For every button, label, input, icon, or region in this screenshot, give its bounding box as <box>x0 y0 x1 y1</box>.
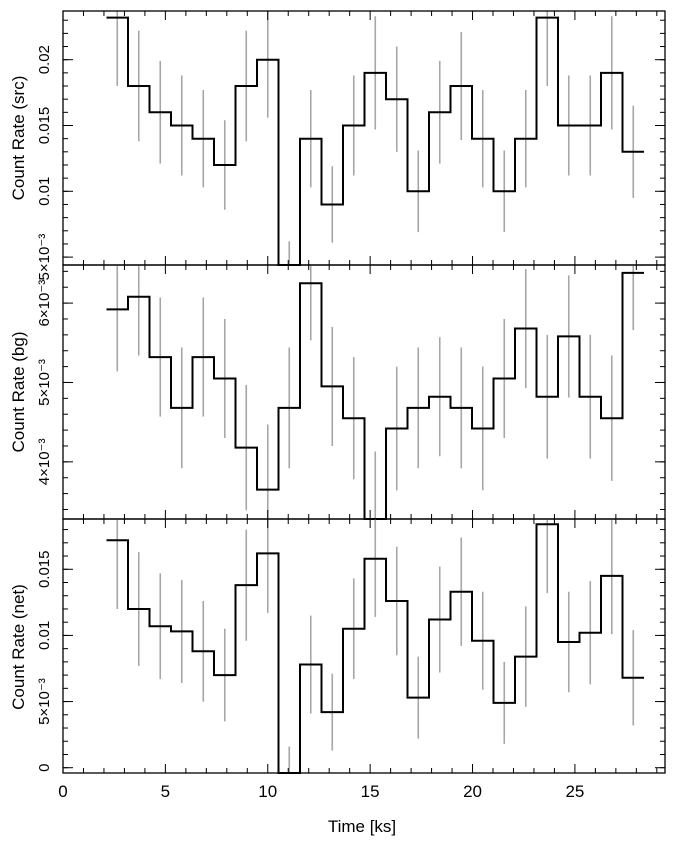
bg-panel: 4×10⁻³ 5×10⁻³ 6×10⁻³ <box>36 264 666 520</box>
x-tick-label: 20 <box>463 782 482 801</box>
x-tick-label: 0 <box>58 782 67 801</box>
y-tick-label: 0.02 <box>36 45 53 74</box>
y-tick-label: 0.01 <box>36 621 53 650</box>
ylabel-src: Count Rate (src) <box>9 76 28 201</box>
src-frame <box>62 10 666 266</box>
src-panel: 5×10⁻³ 0.01 0.015 0.02 <box>36 10 666 281</box>
net-step-line <box>106 523 644 774</box>
ylabel-net: Count Rate (net) <box>9 584 28 710</box>
y-tick-label: 0.015 <box>36 550 53 588</box>
y-tick-label: 4×10⁻³ <box>36 438 53 485</box>
y-tick-label: 6×10⁻³ <box>36 280 53 327</box>
y-tick-label: 0.015 <box>36 107 53 145</box>
x-tick-label: 10 <box>258 782 277 801</box>
net-frame <box>62 518 666 774</box>
net-panel: 0 5×10⁻³ 0.01 0.015 0 5 10 15 20 25 <box>36 518 666 801</box>
x-tick-label: 25 <box>565 782 584 801</box>
xlabel-time: Time [ks] <box>328 817 396 836</box>
y-tick-label: 5×10⁻³ <box>36 678 53 725</box>
src-step-line <box>106 16 644 266</box>
y-tick-label: 0.01 <box>36 177 53 206</box>
x-tick-label: 15 <box>361 782 380 801</box>
y-tick-label: 5×10⁻³ <box>36 234 53 281</box>
y-tick-label: 0 <box>36 764 53 772</box>
y-tick-label: 5×10⁻³ <box>36 359 53 406</box>
ylabel-bg: Count Rate (bg) <box>9 332 28 453</box>
x-tick-label: 5 <box>161 782 170 801</box>
